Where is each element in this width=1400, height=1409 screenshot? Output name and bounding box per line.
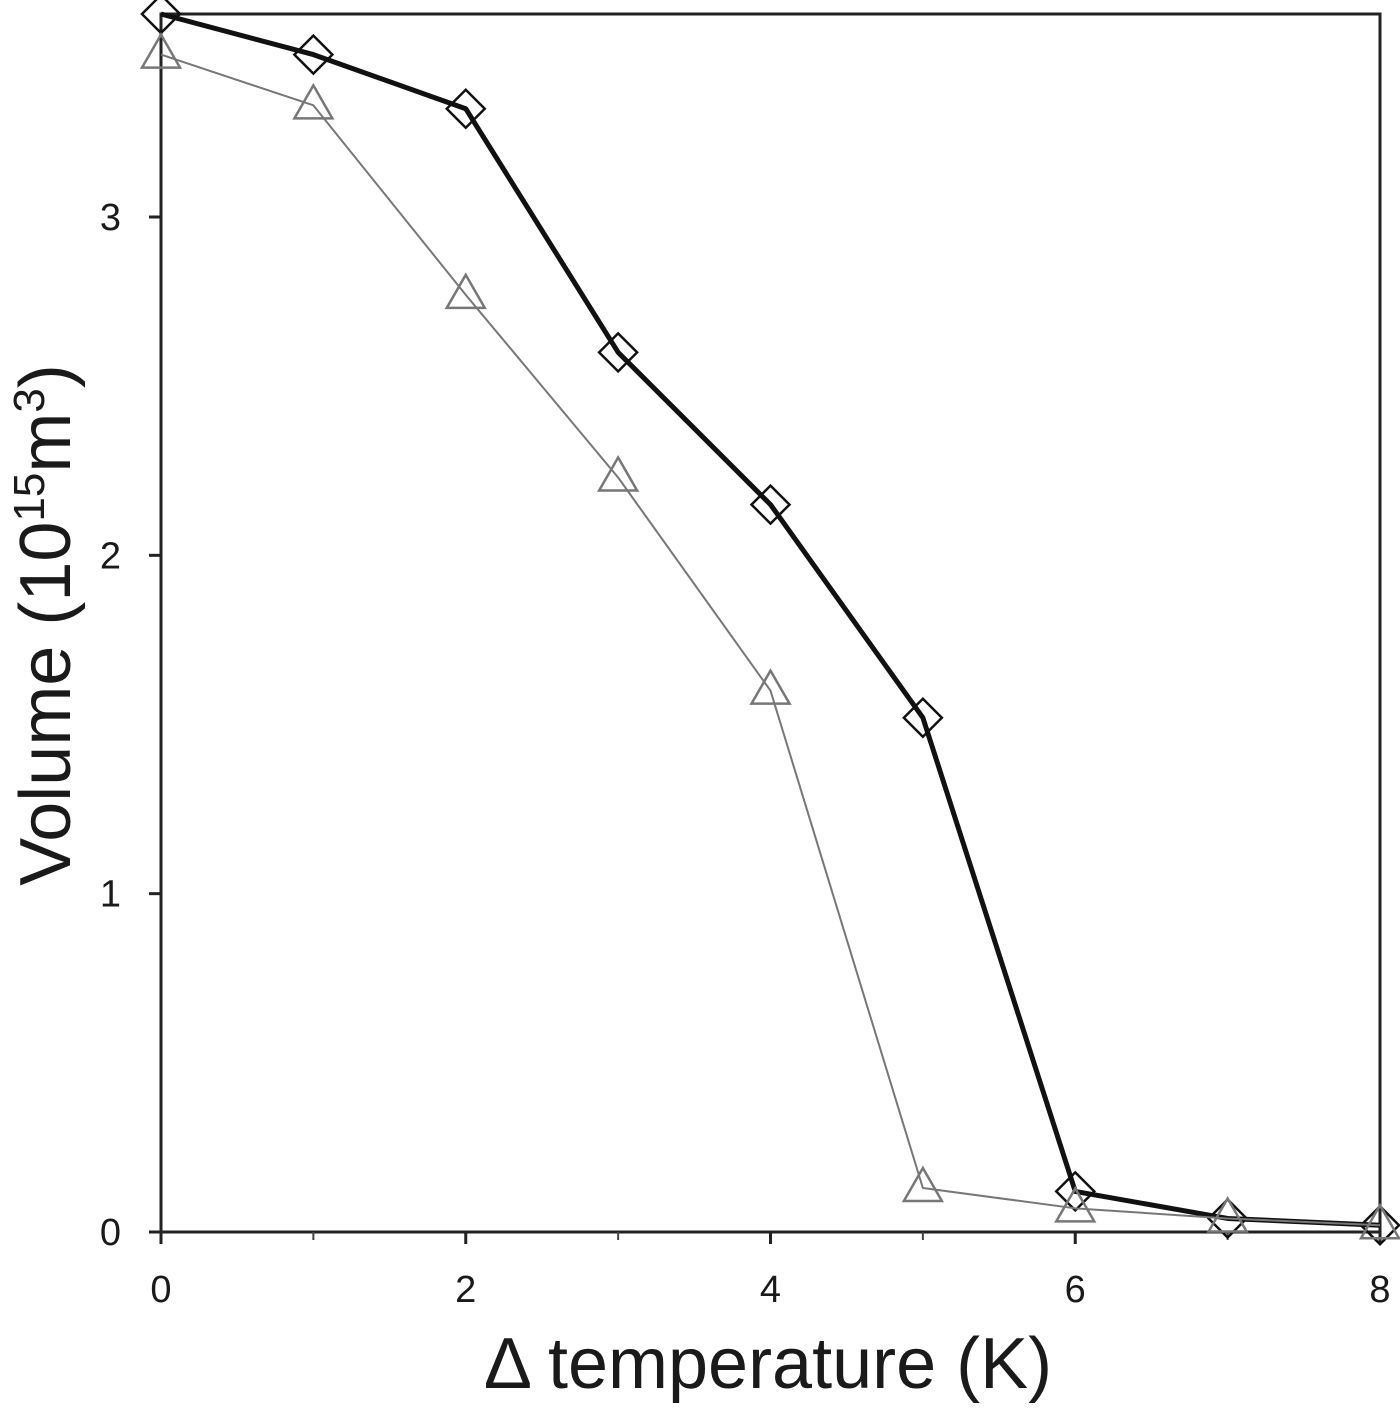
x-axis-ticks: 0 2 4 6 8 (150, 1232, 1391, 1311)
x-axis-title: Δ temperature (K) (484, 1324, 1052, 1404)
diamond-marker (1359, 1204, 1400, 1247)
x-tick-label: 4 (760, 1269, 781, 1311)
series-2-line (160, 53, 1381, 1227)
diamond-marker (1054, 1170, 1097, 1213)
plot-frame (159, 12, 1382, 1234)
diamond-marker (902, 696, 944, 739)
y-axis-title-exponent: 15 (5, 473, 54, 522)
diamond-marker (292, 33, 335, 76)
triangle-marker (444, 272, 487, 310)
triangle-marker (292, 82, 335, 120)
triangle-marker (596, 455, 640, 492)
y-axis-title-suffix: ) (6, 364, 86, 388)
x-tick-label: 6 (1065, 1269, 1086, 1311)
series-1-line (160, 11, 1381, 1228)
triangle-marker (1358, 1202, 1400, 1240)
x-tick-label: 8 (1369, 1269, 1390, 1311)
triangle-marker (1206, 1195, 1249, 1233)
diamond-marker (749, 483, 792, 526)
y-axis-title: Volume (1015m3) (5, 364, 86, 886)
y-tick-label: 1 (100, 874, 121, 916)
x-tick-label: 2 (455, 1269, 476, 1311)
triangle-marker (901, 1165, 945, 1203)
y-axis-title-unit-exponent: 3 (5, 388, 54, 412)
diamond-marker (597, 331, 639, 374)
diamond-marker (1206, 1197, 1249, 1240)
y-tick-label: 2 (100, 535, 121, 577)
series-layer (139, 0, 1400, 1247)
triangle-marker (139, 32, 183, 69)
y-axis-title-unit: m (6, 413, 86, 473)
triangle-marker (749, 668, 792, 705)
y-axis-title-prefix: Volume (10 (6, 522, 86, 886)
y-tick-label: 0 (100, 1212, 121, 1254)
x-tick-label: 0 (150, 1269, 171, 1311)
diamond-marker (444, 87, 487, 130)
y-axis-ticks: 0 1 2 3 (100, 197, 161, 1254)
triangle-marker (1054, 1185, 1097, 1223)
y-tick-label: 3 (100, 197, 121, 239)
